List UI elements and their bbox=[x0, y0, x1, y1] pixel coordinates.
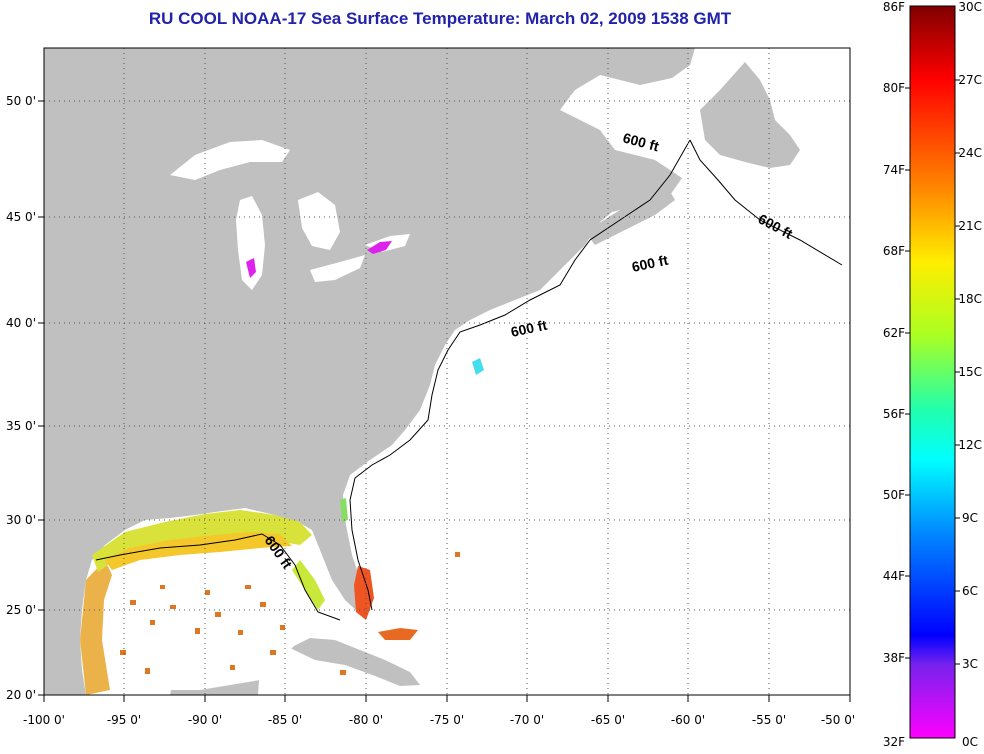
c-label: 3C bbox=[962, 657, 978, 671]
f-label: 80F bbox=[883, 81, 905, 95]
c-label: 18C bbox=[958, 292, 982, 306]
lon-label: -90 0' bbox=[188, 713, 222, 727]
f-label: 44F bbox=[883, 569, 905, 583]
axis-ticks bbox=[38, 100, 851, 702]
land-north-america bbox=[44, 48, 695, 695]
land-cuba bbox=[290, 638, 420, 686]
f-label: 62F bbox=[883, 326, 905, 340]
colorbar bbox=[909, 5, 956, 739]
colorbar-ticks bbox=[905, 79, 960, 665]
lon-label: -70 0' bbox=[510, 713, 544, 727]
longitude-labels: -100 0' -95 0' -90 0' -85 0' -80 0' -75 … bbox=[23, 713, 855, 727]
f-label: 38F bbox=[883, 651, 905, 665]
f-label: 74F bbox=[883, 163, 905, 177]
florida-keys-sst bbox=[378, 628, 418, 640]
c-label: 24C bbox=[958, 146, 982, 160]
c-label: 0C bbox=[962, 735, 978, 749]
lat-label: 25 0' bbox=[6, 603, 36, 617]
lat-label: 20 0' bbox=[6, 688, 36, 702]
c-label: 12C bbox=[958, 438, 982, 452]
lon-label: -55 0' bbox=[752, 713, 786, 727]
contour-label-3: 600 ft bbox=[630, 252, 669, 275]
lat-label: 30 0' bbox=[6, 513, 36, 527]
lake-sst-patch-ontario bbox=[367, 241, 392, 254]
isobath-600ft bbox=[95, 139, 843, 621]
gulf-stream-sst bbox=[354, 566, 374, 620]
f-label: 50F bbox=[883, 488, 905, 502]
lon-label: -100 0' bbox=[23, 713, 65, 727]
gulf-sst bbox=[80, 510, 325, 695]
f-label: 68F bbox=[883, 244, 905, 258]
land-newfoundland bbox=[700, 62, 800, 168]
f-label: 86F bbox=[883, 0, 905, 14]
c-label: 21C bbox=[958, 219, 982, 233]
great-lakes bbox=[170, 95, 620, 290]
offshore-sst-patch bbox=[472, 358, 484, 375]
east-coast-sst bbox=[340, 498, 348, 522]
c-label: 9C bbox=[962, 511, 978, 525]
lat-label: 45 0' bbox=[6, 210, 36, 224]
lon-label: -80 0' bbox=[349, 713, 383, 727]
lon-label: -75 0' bbox=[430, 713, 464, 727]
lon-label: -95 0' bbox=[107, 713, 141, 727]
lat-label: 35 0' bbox=[6, 419, 36, 433]
lat-label: 50 0' bbox=[6, 94, 36, 108]
colorbar-celsius-labels: 30C 27C 24C 21C 18C 15C 12C 9C 6C 3C 0C bbox=[958, 0, 982, 749]
c-label: 6C bbox=[962, 584, 978, 598]
lon-label: -65 0' bbox=[591, 713, 625, 727]
c-label: 15C bbox=[958, 365, 982, 379]
c-label: 27C bbox=[958, 73, 982, 87]
lat-label: 40 0' bbox=[6, 316, 36, 330]
lon-label: -60 0' bbox=[671, 713, 705, 727]
f-label: 32F bbox=[883, 735, 905, 749]
gulf-sst-speckle bbox=[120, 552, 460, 675]
lon-label: -50 0' bbox=[821, 713, 855, 727]
lon-label: -85 0' bbox=[268, 713, 302, 727]
map-panel: 600 ft 600 ft 600 ft 600 ft 600 ft bbox=[44, 48, 850, 695]
map-title: RU COOL NOAA-17 Sea Surface Temperature:… bbox=[148, 9, 732, 28]
contour-label-4: 600 ft bbox=[509, 317, 548, 340]
f-label: 56F bbox=[883, 407, 905, 421]
c-label: 30C bbox=[958, 0, 982, 14]
lake-sst-patch bbox=[246, 258, 256, 278]
colorbar-fahrenheit-labels: 86F 80F 74F 68F 62F 56F 50F 44F 38F 32F bbox=[883, 0, 905, 749]
latitude-labels: 50 0' 45 0' 40 0' 35 0' 30 0' 25 0' 20 0… bbox=[6, 94, 36, 702]
